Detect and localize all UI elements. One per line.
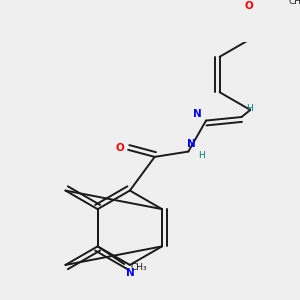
Text: N: N: [126, 268, 135, 278]
Text: CH₃: CH₃: [288, 0, 300, 6]
Text: O: O: [116, 143, 124, 153]
Text: O: O: [244, 1, 253, 11]
Text: CH₃: CH₃: [130, 263, 147, 272]
Text: H: H: [246, 104, 253, 113]
Text: N: N: [193, 110, 202, 119]
Text: H: H: [198, 151, 205, 160]
Text: N: N: [188, 139, 196, 148]
